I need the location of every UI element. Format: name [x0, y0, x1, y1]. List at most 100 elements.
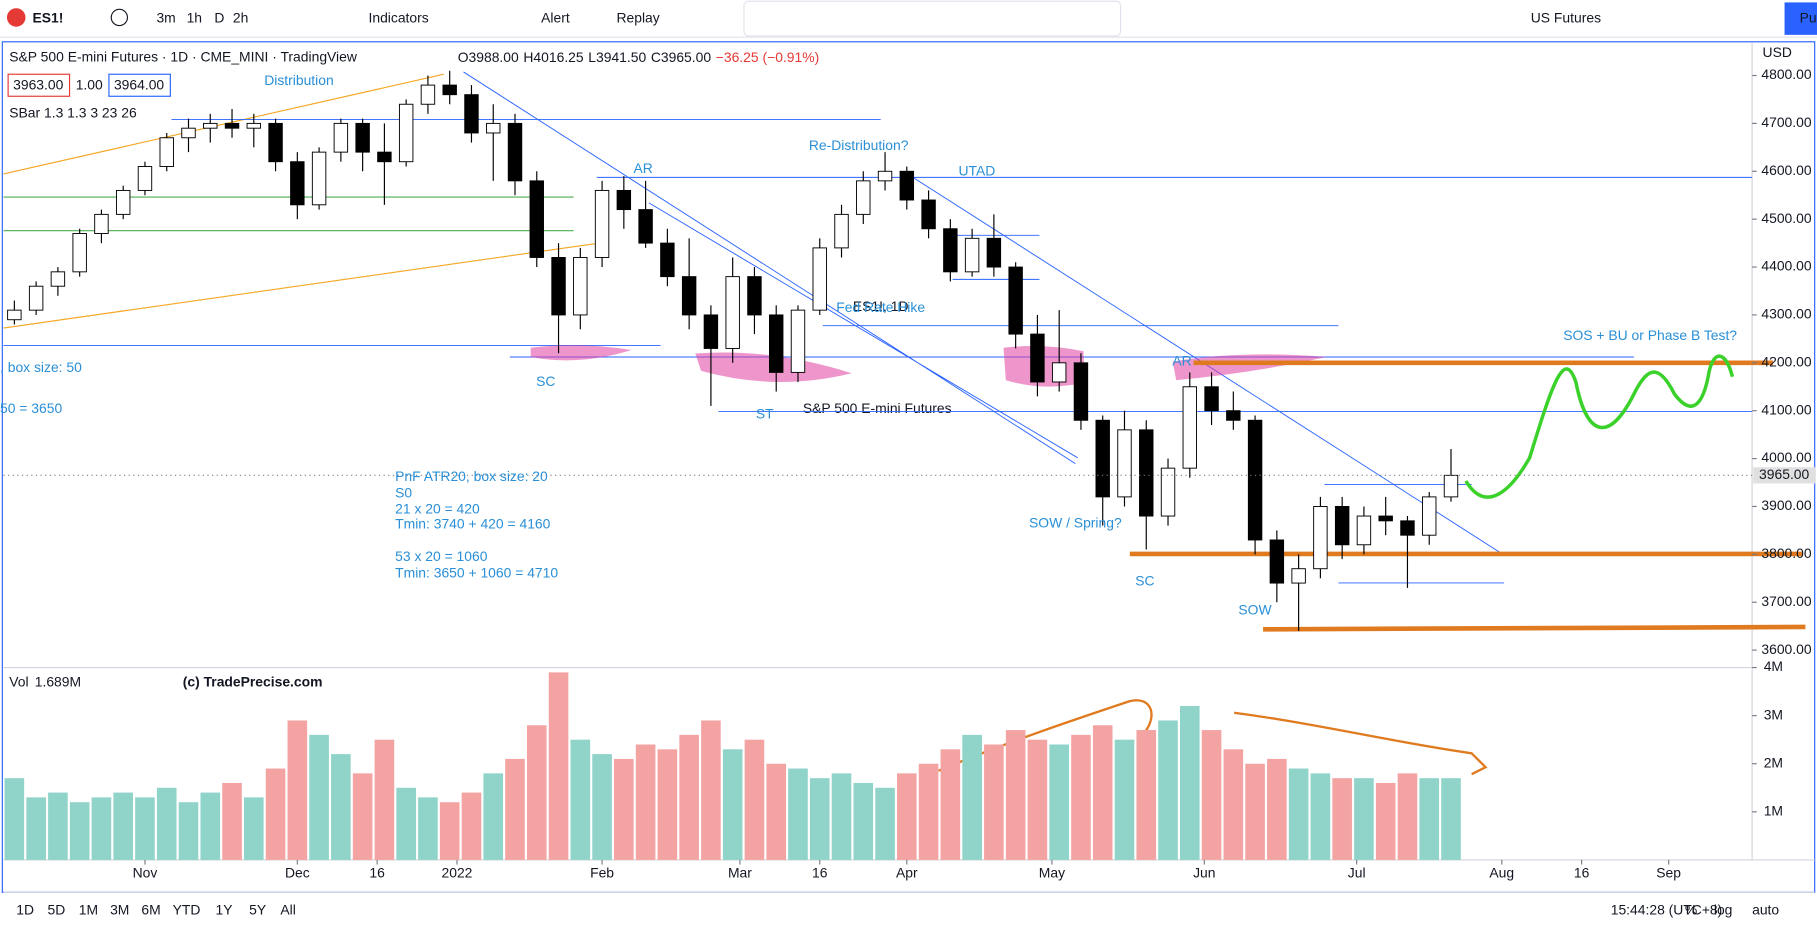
candle-body: [638, 209, 653, 244]
volume-bar: [265, 768, 286, 860]
interval[interactable]: 3m: [156, 9, 175, 25]
range-button[interactable]: 6M: [141, 902, 160, 918]
volume-bar: [592, 754, 612, 860]
y-tick-label: 4200.00: [1761, 353, 1811, 369]
annotation: ST: [756, 406, 774, 422]
ohlc-value: O3988.00: [458, 49, 519, 65]
range-button[interactable]: 3M: [110, 902, 129, 918]
annotation: Distribution: [264, 72, 333, 88]
interval[interactable]: 2h: [233, 9, 248, 25]
range-button[interactable]: 1D: [16, 902, 34, 918]
volume-bar: [766, 763, 787, 860]
annotation: Re-Distribution?: [809, 137, 909, 153]
y-tick-label: 3600.00: [1761, 641, 1811, 657]
symbol[interactable]: ES1!: [32, 9, 63, 25]
ohlc-value: −36.25 (−0.91%): [716, 49, 819, 65]
volume-bar: [744, 739, 765, 860]
x-tick-label: 16: [369, 864, 385, 880]
range-button[interactable]: YTD: [173, 902, 201, 918]
x-tick-label: Feb: [590, 864, 614, 880]
range-button[interactable]: 1M: [79, 902, 98, 918]
volume-bar: [1114, 739, 1135, 860]
annotation: AR: [1172, 352, 1191, 368]
credit: (c) TradePrecise.com: [183, 673, 323, 689]
publish-label[interactable]: Pu: [1800, 9, 1817, 25]
annotation: 21 x 20 = 420: [395, 501, 480, 517]
y-tick-label: 4400.00: [1761, 258, 1811, 274]
candle-body: [1291, 568, 1306, 584]
range-button[interactable]: 5Y: [249, 902, 266, 918]
volume-bar: [1245, 763, 1265, 860]
range-button[interactable]: 5D: [48, 902, 66, 918]
volume-bar: [1354, 778, 1374, 860]
volume-bar: [635, 744, 656, 860]
auto-toggle[interactable]: auto: [1752, 902, 1779, 918]
volume-bar: [526, 725, 547, 860]
candle-body: [72, 233, 87, 273]
candle-body: [464, 94, 479, 134]
annotation: AR: [633, 160, 652, 176]
bid-box[interactable]: [7, 73, 71, 97]
interval[interactable]: 1h: [187, 9, 202, 25]
candle-body: [964, 237, 980, 273]
projection: [1464, 354, 1735, 499]
candle-body: [747, 276, 762, 316]
range-button[interactable]: All: [280, 902, 295, 918]
range-button[interactable]: 1Y: [216, 902, 233, 918]
candle-body: [181, 127, 196, 139]
candle-body: [703, 314, 719, 349]
candle-body: [1422, 496, 1437, 536]
ask-box[interactable]: [108, 73, 171, 97]
volume-bar: [657, 749, 678, 860]
volume-bar: [1223, 749, 1244, 860]
add-symbol[interactable]: [110, 8, 129, 27]
ohlc-value: L3941.50: [588, 49, 646, 65]
candle-body: [1247, 419, 1263, 541]
interval[interactable]: D: [214, 9, 224, 25]
currency[interactable]: USD: [1763, 44, 1792, 60]
volume-bar: [1397, 773, 1418, 860]
publish-button[interactable]: [1784, 2, 1817, 35]
volume-bar: [69, 802, 90, 860]
volume-bar: [505, 758, 525, 860]
candle-body: [1160, 467, 1176, 517]
x-tick-label: Jun: [1193, 864, 1215, 880]
replay-button[interactable]: Replay: [616, 9, 659, 25]
x-tick-label: Dec: [285, 864, 310, 880]
x-tick-label: Sep: [1656, 864, 1681, 880]
volume-bar: [309, 734, 329, 860]
volume-bar: [1375, 782, 1396, 860]
volume-bar: [113, 792, 133, 860]
volume-bar: [679, 734, 699, 860]
alert-button[interactable]: Alert: [541, 9, 570, 25]
y-tick-label: 4600.00: [1761, 162, 1811, 178]
candle-body: [681, 276, 697, 316]
candle-body: [529, 180, 544, 258]
candle-body: [486, 122, 501, 134]
candle-body: [725, 276, 740, 349]
indicators-button[interactable]: Indicators: [368, 9, 428, 25]
annotation: SOS + BU or Phase B Test?: [1563, 327, 1737, 343]
volume-bar: [418, 797, 438, 860]
annotation: Tmin: 3740 + 420 = 4160: [395, 516, 550, 532]
y-tick-label: 4100.00: [1761, 401, 1811, 417]
candle-body: [1313, 506, 1328, 570]
percent-toggle[interactable]: %: [1685, 902, 1697, 918]
candle-body: [268, 122, 283, 163]
log-toggle[interactable]: log: [1714, 902, 1733, 918]
candle-body: [1226, 410, 1241, 421]
drawing-toolbar: [743, 0, 1122, 37]
volume-bar: [1092, 725, 1113, 860]
volume-bar: [1288, 768, 1309, 860]
ask[interactable]: 3964.00: [114, 77, 164, 93]
market-button[interactable]: US Futures: [1531, 9, 1601, 25]
y-tick-label: 3900.00: [1761, 497, 1811, 513]
volume-bar: [1310, 773, 1331, 860]
volume-bar: [1158, 720, 1178, 860]
ohlc-value: H4016.25: [523, 49, 584, 65]
y-tick-label: 4000.00: [1761, 449, 1811, 465]
bid[interactable]: 3963.00: [13, 77, 63, 93]
volume-title: Vol: [9, 673, 28, 689]
candle-body: [834, 213, 849, 249]
